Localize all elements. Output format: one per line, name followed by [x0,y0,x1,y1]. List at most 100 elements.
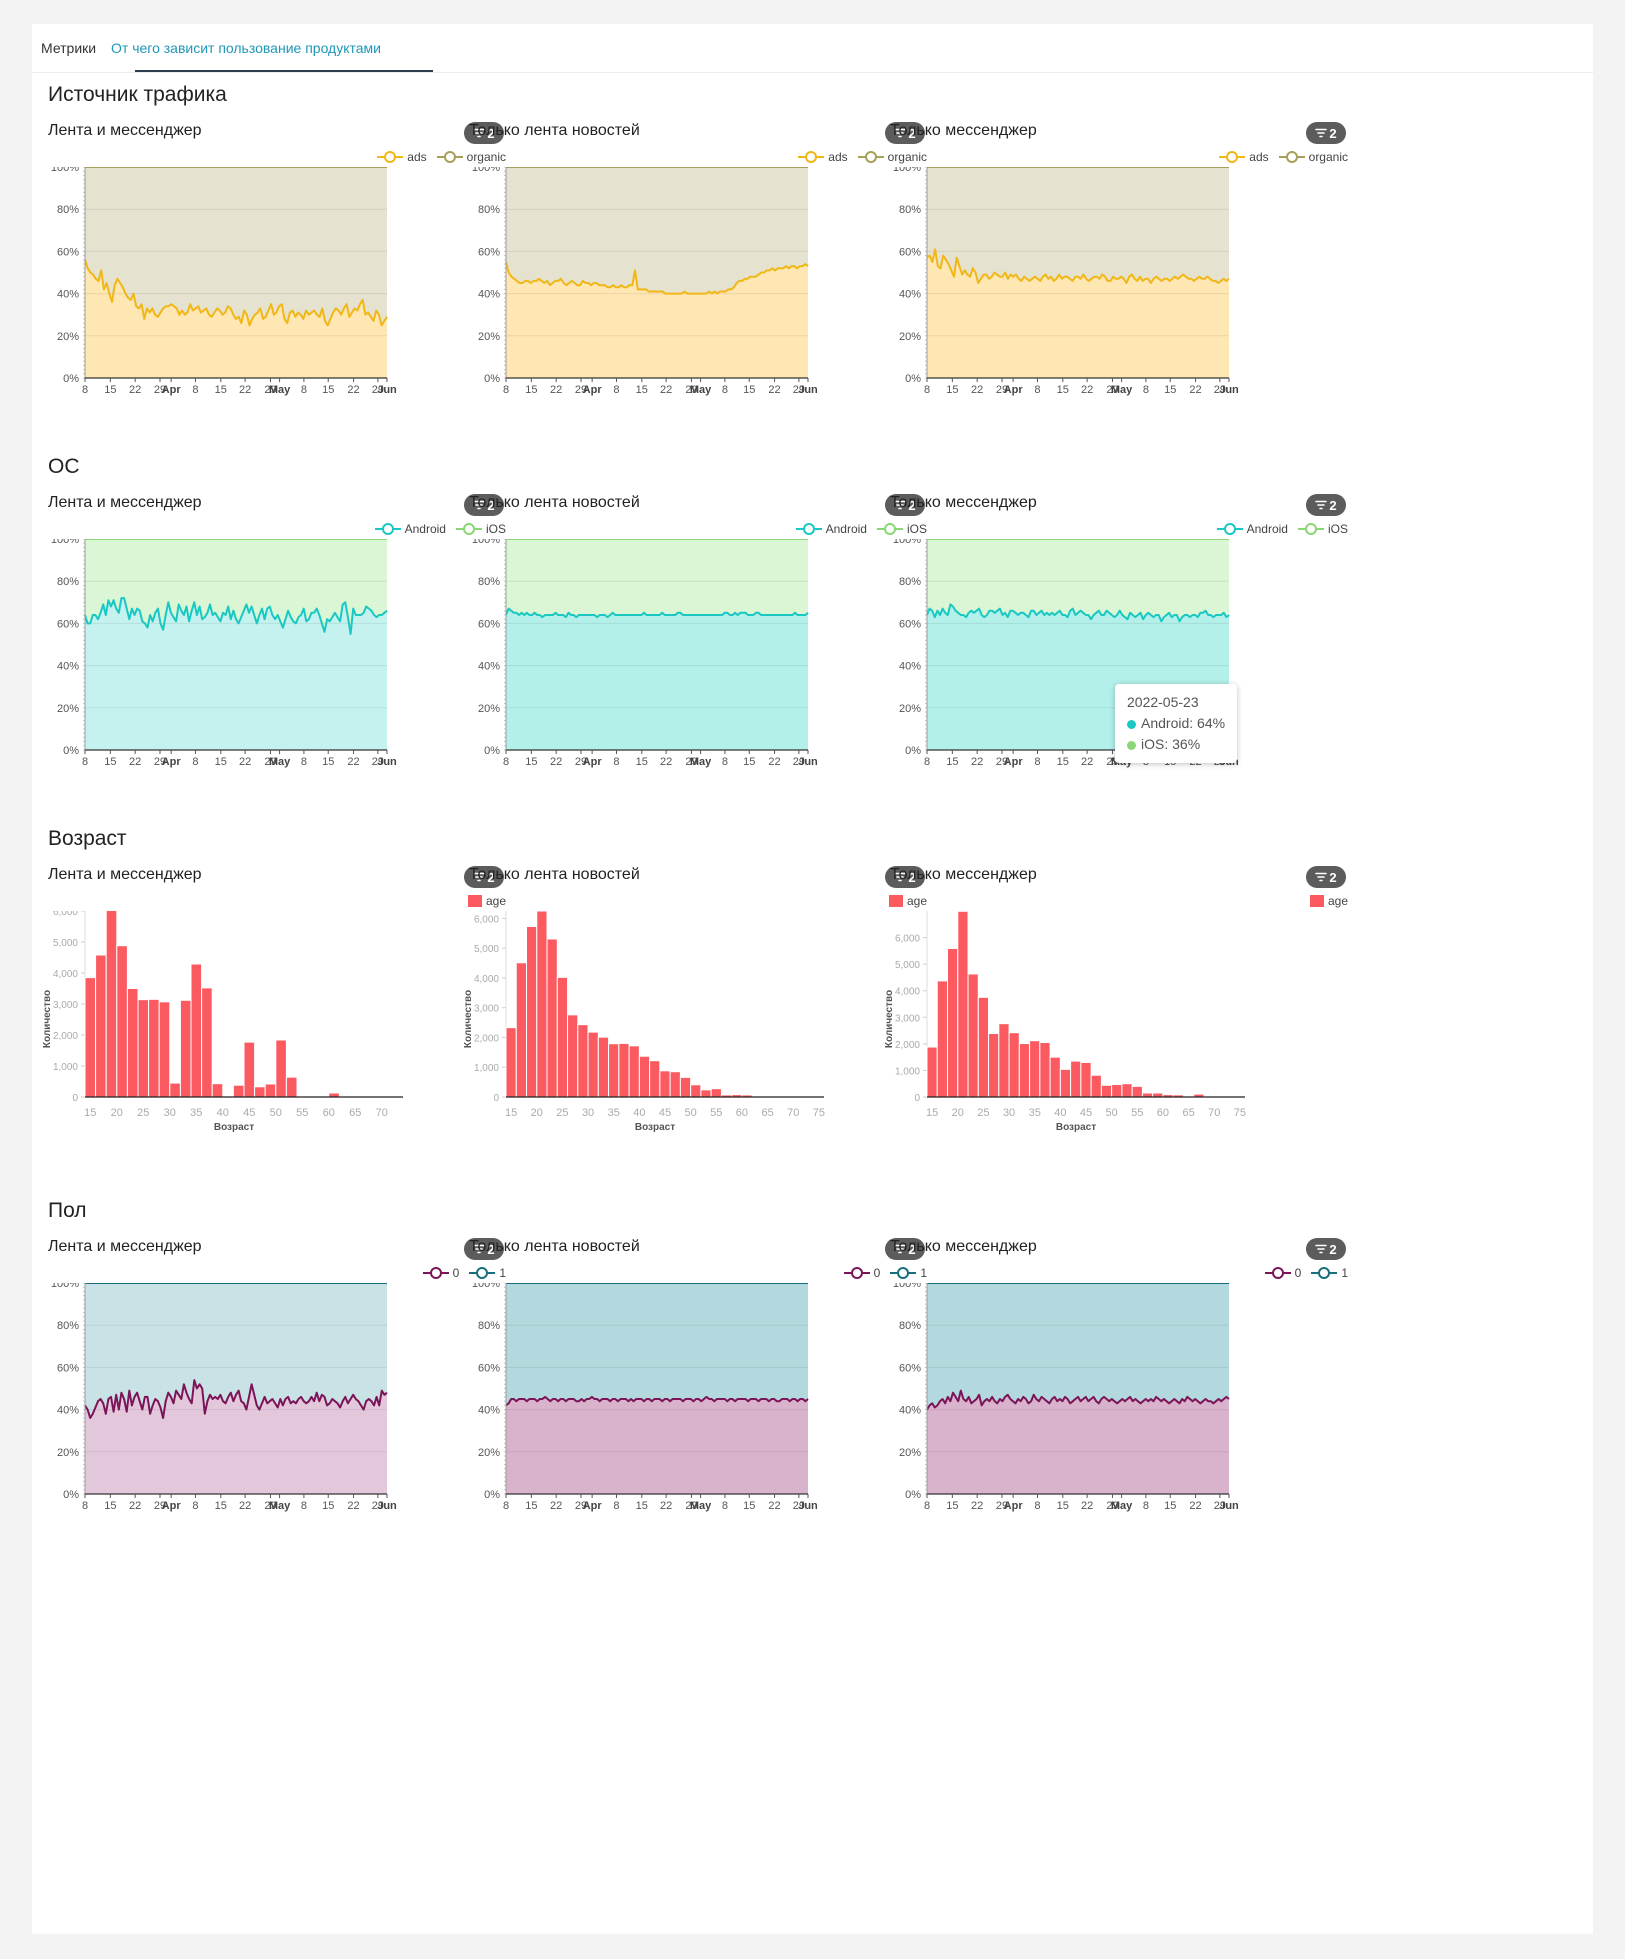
histogram-bar [649,1060,661,1098]
filter-icon [473,872,486,882]
legend-line-circle-icon [876,523,903,535]
histogram-bar [243,1041,256,1098]
chart-card: Только лента новостей 2 0 1 0% 20% 40% 60% 80% 10… [453,1228,927,1598]
x-tick-label: 22 [347,384,359,396]
filter-badge-button[interactable]: 2 [885,866,925,888]
x-tick-label: 15 [926,1107,938,1119]
y-tick-label: 60% [57,618,79,630]
legend-item[interactable]: age [467,894,506,908]
x-tick-label: Jun [1219,1500,1239,1512]
tab-product-usage-factors[interactable]: От чего зависит пользование продуктами [111,40,381,56]
chart-title: Только лента новостей [469,866,640,883]
y-tick-label: 100% [51,1283,79,1290]
legend-item[interactable]: age [888,894,927,908]
x-tick-label: 22 [129,384,141,396]
x-tick-label: Jun [798,1500,818,1512]
legend-line-circle-icon [1311,1267,1338,1279]
legend-item[interactable]: 0 [422,1266,459,1280]
legend-item[interactable]: organic [1278,150,1348,164]
legend-line-circle-icon [436,151,463,163]
legend-item[interactable]: 1 [469,1266,506,1280]
dashboard-page: Метрики От чего зависит пользование прод… [32,24,1593,1934]
filter-badge-button[interactable]: 2 [1306,494,1346,516]
legend-item[interactable]: iOS [1297,522,1348,536]
chart-card: Только лента новостей 2 ads organic 0% 20% 40%… [453,112,927,482]
filter-badge-button[interactable]: 2 [464,122,504,144]
y-tick-label: 100% [51,539,79,546]
y-tick-label: 1,000 [895,1066,920,1077]
y-tick-label: 0% [484,373,500,385]
legend-label: organic [887,150,927,164]
y-tick-label: 60% [478,246,500,258]
x-tick-label: 22 [768,756,780,768]
chart-title: Лента и мессенджер [48,1238,202,1255]
tab-metrics[interactable]: Метрики [41,40,97,56]
histogram-bar [1111,1084,1123,1098]
x-tick-label: 29 [996,756,1008,768]
legend-line-circle-icon [1297,523,1324,535]
filter-badge-button[interactable]: 2 [885,1238,925,1260]
legend-item[interactable]: iOS [876,522,927,536]
legend-label: organic [466,150,506,164]
filter-icon [1315,128,1328,138]
histogram-bar [1080,1061,1092,1098]
legend-item[interactable]: 0 [843,1266,881,1280]
x-tick-label: 15 [743,384,755,396]
series-line-primary [926,603,1230,623]
chart-card: Только мессенджер 2 ads organic 0% 20% 40% 60% 8… [874,112,1348,482]
y-tick-label: 6,000 [474,914,499,925]
x-tick-label: 35 [608,1107,620,1119]
x-tick-label: 25 [977,1107,989,1119]
x-tick-label: 8 [1143,384,1149,396]
legend-item[interactable]: 1 [890,1266,927,1280]
legend-item[interactable]: ads [377,150,427,164]
legend-item[interactable]: Android [795,522,867,536]
legend-line-circle-icon [455,523,482,535]
legend-label: iOS [1327,522,1348,536]
legend-item[interactable]: ads [798,150,848,164]
legend-item[interactable]: ads [1219,150,1269,164]
legend-item[interactable]: iOS [455,522,506,536]
filter-badge-button[interactable]: 2 [1306,1238,1346,1260]
histogram-bar [148,998,160,1098]
filter-badge-button[interactable]: 2 [464,866,504,888]
tooltip-dot [1127,740,1136,750]
legend-item[interactable]: Android [374,522,446,536]
legend-item[interactable]: age [1309,894,1348,908]
histogram-bar [1121,1083,1133,1098]
x-tick-label: 8 [924,1500,930,1512]
x-tick-label: 8 [722,756,728,768]
histogram-bar [275,1039,287,1098]
legend-item[interactable]: organic [857,150,927,164]
x-tick-label: 50 [270,1107,282,1119]
legend-item[interactable]: Android [1216,522,1288,536]
x-tick-label: 15 [1057,1500,1069,1512]
x-tick-label: 22 [239,384,251,396]
filter-badge-button[interactable]: 2 [464,494,504,516]
section-title: Источник трафика [48,83,227,106]
filter-badge-button[interactable]: 2 [885,494,925,516]
chart-title: Только лента новостей [469,1238,640,1255]
x-tick-label: 30 [582,1107,594,1119]
filter-badge-button[interactable]: 2 [1306,866,1346,888]
filter-badge-button[interactable]: 2 [1306,122,1346,144]
histogram-bar [700,1089,712,1098]
histogram-bar [679,1076,692,1098]
filter-badge-button[interactable]: 2 [885,122,925,144]
y-tick-label: 20% [478,331,500,343]
chart-title: Только мессенджер [890,122,1037,139]
legend-item[interactable]: 1 [1311,1266,1348,1280]
legend-line-circle-icon [1278,151,1305,163]
y-tick-label: 40% [899,1405,921,1417]
legend-label: 0 [873,1266,881,1280]
legend-item[interactable]: organic [436,150,506,164]
legend-item[interactable]: 0 [1264,1266,1301,1280]
filter-badge-button[interactable]: 2 [464,1238,504,1260]
histogram-bar [638,1055,651,1098]
chart-title: Только мессенджер [890,1238,1037,1255]
x-tick-label: May [690,756,712,768]
filter-count: 2 [908,1241,916,1257]
y-tick-label: 20% [478,1447,500,1459]
x-tick-label: 8 [613,1500,619,1512]
